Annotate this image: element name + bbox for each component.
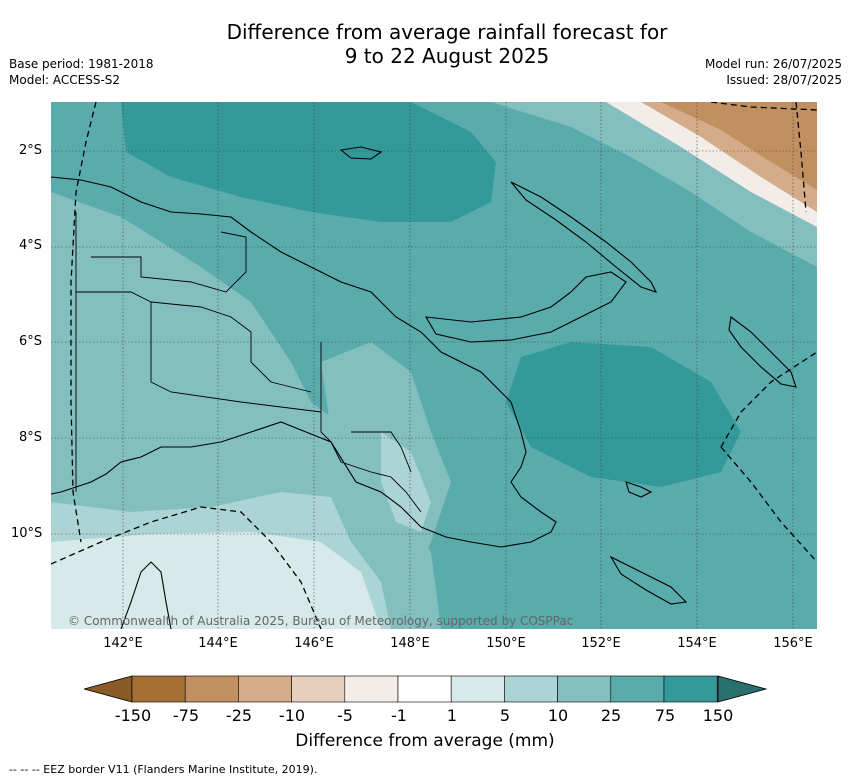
cbar-tick-label: 10: [547, 706, 569, 725]
cbar-tick-label: 5: [499, 706, 511, 725]
cbar-tick-label: -75: [172, 706, 200, 725]
lat-label-6s: 6°S: [19, 334, 43, 349]
cbar-tick-label: 150: [702, 706, 734, 725]
cbar-tick-label: -1: [391, 706, 407, 725]
colorbar: [84, 675, 768, 703]
lon-label-154e: 154°E: [677, 636, 717, 651]
colorbar-cell: [397, 675, 452, 703]
colorbar-cell: [504, 675, 558, 703]
cbar-tick-label: -150: [114, 706, 152, 725]
cbar-tick-label: -5: [337, 706, 353, 725]
lon-label-148e: 148°E: [390, 636, 430, 651]
colorbar-cell: [291, 675, 346, 703]
lon-label-156e: 156°E: [773, 636, 813, 651]
trobriand-islands: [625, 481, 653, 498]
lon-label-152e: 152°E: [581, 636, 621, 651]
new-guinea-coast: [51, 176, 557, 548]
colorbar-cell: [663, 675, 718, 703]
cbar-tick-label: -10: [278, 706, 306, 725]
map-title: Difference from average rainfall forecas…: [0, 20, 850, 68]
rain-band-minus-25: [661, 102, 817, 190]
rain-band-5-10-center: [381, 432, 431, 532]
lat-label-4s: 4°S: [19, 238, 43, 253]
rain-band-75-150-east: [506, 342, 741, 487]
lon-label-146e: 146°E: [294, 636, 334, 651]
model-run: Model run: 26/07/2025: [704, 57, 842, 71]
colorbar-title: Difference from average (mm): [295, 731, 555, 751]
eez-border: [51, 102, 817, 629]
colorbar-cell: [238, 675, 292, 703]
base-period: Base period: 1981-2018: [9, 57, 154, 71]
map-svg: [51, 102, 817, 629]
lat-label-8s: 8°S: [19, 430, 43, 445]
rain-band-75-150-north: [121, 102, 496, 222]
graticule: [51, 102, 817, 629]
title-line-1: Difference from average rainfall forecas…: [226, 20, 668, 44]
meta-right: Model run: 26/07/2025 Issued: 28/07/2025: [705, 56, 842, 88]
meta-left: Base period: 1981-2018 Model: ACCESS-S2: [9, 56, 154, 88]
model-name: Model: ACCESS-S2: [9, 73, 121, 87]
lon-label-150e: 150°E: [486, 636, 526, 651]
louisiade-archipelago: [609, 555, 688, 605]
provincial-borders: [75, 212, 422, 513]
copyright-notice: © Commonwealth of Australia 2025, Bureau…: [68, 614, 574, 628]
colorbar-cell: [184, 675, 239, 703]
lon-label-144e: 144°E: [198, 636, 238, 651]
colorbar-cells: [131, 675, 718, 703]
map-panel[interactable]: [51, 102, 817, 629]
colorbar-arrow-wet: [717, 675, 768, 703]
coastlines: [51, 146, 797, 629]
lat-label-2s: 2°S: [19, 143, 43, 158]
colorbar-cell: [557, 675, 612, 703]
issued-date: Issued: 28/07/2025: [726, 73, 842, 87]
colorbar-cell: [131, 675, 186, 703]
lat-label-10s: 10°S: [11, 526, 43, 541]
new-britain-coast: [424, 271, 627, 343]
australia-cape-york: [120, 561, 172, 629]
bougainville-coast: [728, 316, 797, 388]
colorbar-cell: [344, 675, 399, 703]
rain-band-1-5: [51, 532, 381, 629]
cbar-tick-label: -25: [225, 706, 253, 725]
manus-island: [339, 146, 383, 160]
colorbar-arrow-dry: [84, 675, 133, 703]
new-ireland-coast: [510, 181, 658, 293]
eez-note: -- -- -- EEZ border V11 (Flanders Marine…: [9, 763, 318, 776]
cbar-tick-label: 25: [600, 706, 622, 725]
colorbar-cell: [450, 675, 505, 703]
cbar-tick-label: 75: [654, 706, 676, 725]
cbar-tick-label: 1: [446, 706, 458, 725]
colorbar-cell: [610, 675, 665, 703]
title-line-2: 9 to 22 August 2025: [344, 44, 550, 68]
lon-label-142e: 142°E: [103, 636, 143, 651]
